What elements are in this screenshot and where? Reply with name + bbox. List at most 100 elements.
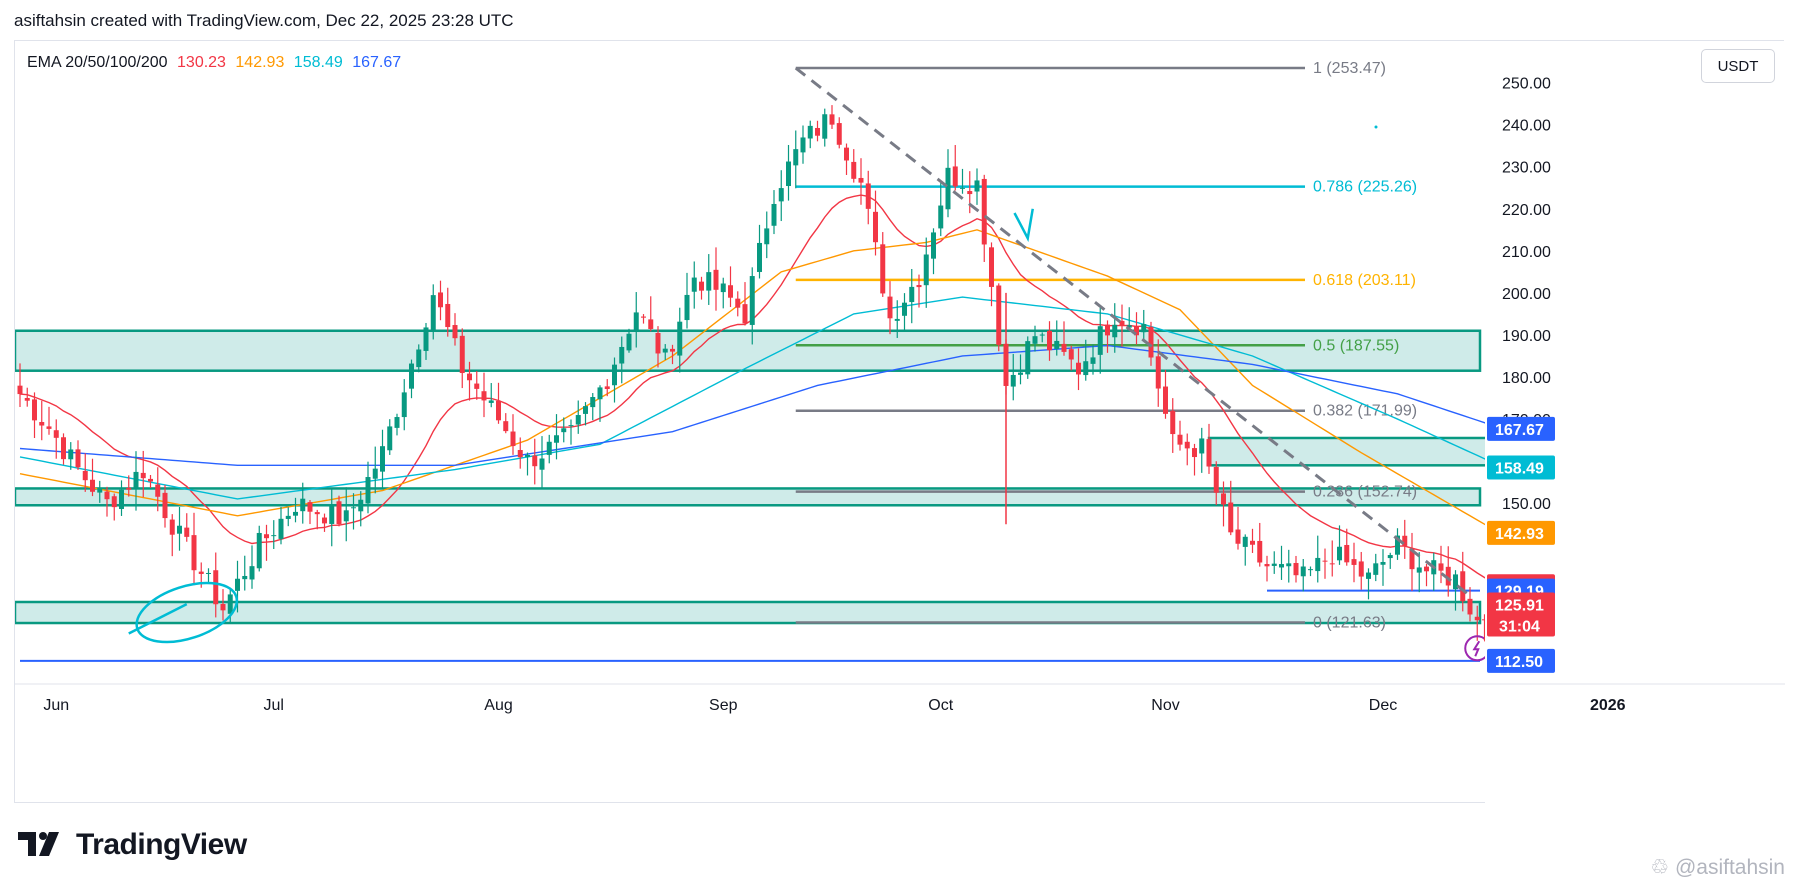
candle-body-44 <box>336 501 342 525</box>
candle-body-182 <box>1337 546 1342 561</box>
candle-body-84 <box>626 333 632 351</box>
candle-body-40 <box>307 502 313 512</box>
candles-layer <box>17 105 1502 641</box>
candle-body-65 <box>488 400 494 403</box>
x-tick-Oct: Oct <box>928 697 953 714</box>
candle-body-97 <box>720 283 726 293</box>
price-badge-text-1: 158.49 <box>1495 460 1544 477</box>
candle-body-110 <box>815 127 820 136</box>
candle-body-197 <box>1445 566 1451 586</box>
candle-body-57 <box>430 295 436 331</box>
price-chart[interactable]: 1 (253.47) 0.786 (225.26) 0.618 (203.11) 0.… <box>15 41 1785 804</box>
candle-body-202 <box>1482 619 1487 621</box>
candle-body-49 <box>372 468 378 479</box>
price-badge-subtext-5: 31:04 <box>1499 618 1540 635</box>
candle-body-85 <box>633 312 639 332</box>
candle-body-25 <box>198 571 204 574</box>
currency-button[interactable]: USDT <box>1701 49 1775 83</box>
candle-body-52 <box>394 417 400 428</box>
candle-body-43 <box>329 504 335 524</box>
candle-body-144 <box>1061 343 1067 352</box>
candle-body-8 <box>75 449 81 468</box>
v-mark-annotation <box>1013 208 1034 243</box>
candle-body-58 <box>438 292 443 308</box>
candle-body-123 <box>909 286 915 303</box>
candle-body-51 <box>387 426 393 451</box>
candle-body-35 <box>271 535 277 537</box>
price-badge-text-0: 167.67 <box>1495 422 1544 439</box>
candle-body-45 <box>343 510 349 522</box>
candle-body-111 <box>822 114 828 139</box>
candle-body-13 <box>111 496 117 508</box>
candle-body-54 <box>409 363 414 389</box>
watermark-icon: ♲ <box>1650 856 1670 879</box>
x-tick-2026: 2026 <box>1590 697 1626 714</box>
candle-body-108 <box>800 137 806 153</box>
candle-body-173 <box>1271 563 1277 566</box>
candle-body-124 <box>916 285 922 288</box>
candle-body-179 <box>1315 557 1321 572</box>
ema-50-line <box>19 229 1500 534</box>
candle-body-199 <box>1460 571 1466 602</box>
watermark-text: @asiftahsin <box>1674 856 1785 879</box>
candle-body-11 <box>97 487 103 493</box>
candle-body-138 <box>1018 372 1023 375</box>
candle-body-186 <box>1366 572 1371 579</box>
y-tick-190: 190.00 <box>1502 328 1551 345</box>
candle-body-27 <box>213 570 219 605</box>
candle-body-41 <box>314 512 320 515</box>
candle-body-33 <box>256 532 262 569</box>
candle-body-28 <box>220 604 226 611</box>
candle-body-117 <box>865 183 871 209</box>
candle-body-75 <box>561 428 567 433</box>
candle-body-15 <box>126 487 132 490</box>
ema-100-value: 158.49 <box>293 54 343 71</box>
candle-body-178 <box>1308 569 1313 571</box>
candle-body-103 <box>764 228 770 245</box>
candle-body-6 <box>61 437 66 460</box>
candle-body-113 <box>836 123 842 145</box>
candle-body-128 <box>945 167 951 210</box>
candle-body-95 <box>706 272 712 291</box>
candle-body-18 <box>148 478 153 482</box>
fibonacci-layer: 1 (253.47) 0.786 (225.26) 0.618 (203.11) 0.… <box>795 60 1417 631</box>
candle-body-175 <box>1286 563 1292 567</box>
candle-body-176 <box>1293 562 1299 576</box>
candle-body-130 <box>960 187 965 189</box>
fib-label-1: 1 (253.47) <box>1313 60 1386 77</box>
candle-body-87 <box>648 319 654 329</box>
candle-body-68 <box>510 431 516 447</box>
candle-body-37 <box>285 515 291 519</box>
candle-body-23 <box>184 527 190 537</box>
candle-body-105 <box>778 188 784 202</box>
candle-body-55 <box>416 349 422 368</box>
candle-body-3 <box>39 421 45 426</box>
candle-body-21 <box>169 519 175 535</box>
candle-body-112 <box>829 114 835 125</box>
fib-label-0: 0 (121.63) <box>1313 614 1386 631</box>
candle-body-185 <box>1358 561 1364 577</box>
candle-body-127 <box>938 205 944 229</box>
candle-body-155 <box>1141 324 1147 333</box>
x-tick-Nov: Nov <box>1151 697 1179 714</box>
candle-body-187 <box>1373 563 1379 575</box>
candle-body-196 <box>1438 563 1444 571</box>
candle-body-167 <box>1228 502 1234 533</box>
candle-body-104 <box>771 203 777 226</box>
candle-body-92 <box>684 294 690 321</box>
tradingview-logo[interactable]: TradingView <box>18 828 247 862</box>
candle-body-12 <box>104 491 110 500</box>
candle-body-191 <box>1402 535 1408 546</box>
price-badge-text-6: 112.50 <box>1495 654 1543 671</box>
time-axis: Jun Jul Aug Sep Oct Nov Dec 2026 <box>15 683 1785 714</box>
candle-body-162 <box>1192 448 1197 458</box>
zone-2 <box>15 600 1482 625</box>
candle-body-139 <box>1025 341 1031 375</box>
ema-legend[interactable]: EMA 20/50/100/200 130.23 142.93 158.49 1… <box>27 54 406 72</box>
candle-body-53 <box>401 392 407 418</box>
candle-body-163 <box>1199 438 1205 454</box>
chart-panel[interactable]: 1 (253.47) 0.786 (225.26) 0.618 (203.11) 0.… <box>14 40 1785 804</box>
fib-label-0.236: 0.236 (152.74) <box>1313 484 1417 501</box>
candle-body-14 <box>119 489 124 509</box>
candle-body-71 <box>532 455 538 467</box>
